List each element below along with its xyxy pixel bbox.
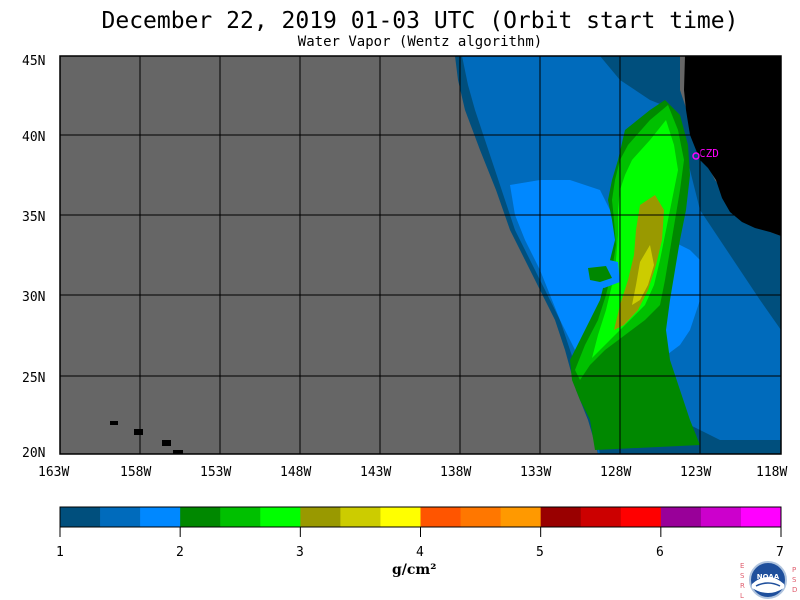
hawaii-island-1 [110, 421, 118, 425]
latitude-labels: 45N 40N 35N 30N 25N 20N [22, 54, 45, 461]
logo-letter-p: P [792, 566, 797, 574]
colorbar-swatch-16 [660, 507, 702, 527]
colorbar-ticks [59, 527, 782, 537]
noaa-emblem-text: NOAA [757, 573, 780, 581]
colorbar-swatch-8 [340, 507, 381, 527]
lon-label-153w: 153W [200, 465, 231, 480]
hawaii-island-3 [162, 440, 171, 446]
lat-label-40n: 40N [22, 130, 45, 145]
colorbar-tick-6: 6 [656, 545, 664, 560]
colorbar-units: g/cm² [392, 562, 437, 578]
colorbar-swatch-6 [260, 507, 301, 527]
vapor-band-bright-green [592, 120, 678, 358]
colorbar-swatch-18 [740, 507, 782, 527]
lon-label-148w: 148W [280, 465, 311, 480]
colorbar-swatch-1 [60, 507, 101, 527]
lat-label-20n: 20N [22, 446, 45, 461]
colorbar-swatch-11 [460, 507, 502, 527]
station-label: CZD [699, 147, 719, 160]
lon-label-123w: 123W [680, 465, 711, 480]
lon-label-118w: 118W [756, 465, 787, 480]
lon-label-138w: 138W [440, 465, 471, 480]
logo-letter-s: S [740, 572, 745, 580]
map-border [59, 55, 782, 455]
logo-letter-l: L [740, 592, 744, 600]
logo-letter-e: E [740, 562, 745, 570]
vapor-band-yellow-olive [632, 245, 654, 305]
graticule [60, 56, 781, 454]
noaa-emblem-icon: NOAA [749, 561, 787, 599]
colorbar-swatch-5 [220, 507, 261, 527]
longitude-labels: 163W 158W 153W 148W 143W 138W 133W 128W … [38, 465, 787, 480]
colorbar-tick-5: 5 [536, 545, 544, 560]
colorbar-tick-4: 4 [416, 545, 424, 560]
lat-label-35n: 35N [22, 210, 45, 225]
map-title: December 22, 2019 01-03 UTC (Orbit start… [101, 8, 739, 34]
colorbar-tick-7: 7 [776, 545, 784, 560]
colorbar-tick-2: 2 [176, 545, 184, 560]
colorbar-swatch-7 [300, 507, 341, 527]
vapor-band-olive [614, 195, 664, 330]
colorbar-swatch-4 [180, 507, 221, 527]
colorbar-tick-3: 3 [296, 545, 304, 560]
lon-label-143w: 143W [360, 465, 391, 480]
logo-letter-s2: S [792, 576, 797, 584]
hawaii-island-2 [134, 429, 143, 435]
lon-label-163w: 163W [38, 465, 69, 480]
lat-label-30n: 30N [22, 290, 45, 305]
colorbar-swatch-12 [500, 507, 542, 527]
lat-label-25n: 25N [22, 371, 45, 386]
colorbar-swatches [60, 507, 782, 527]
colorbar-swatch-10 [420, 507, 462, 527]
hawaii-island-4 [173, 450, 183, 454]
noaa-esrl-psd-logo: E S R L NOAA P S D [736, 560, 800, 600]
vapor-patch-green [588, 266, 612, 282]
lon-label-128w: 128W [600, 465, 631, 480]
logo-letter-d: D [792, 586, 798, 594]
north-america-landmass [684, 56, 781, 236]
map-subtitle: Water Vapor (Wentz algorithm) [297, 34, 543, 50]
colorbar-swatch-3 [140, 507, 181, 527]
colorbar-swatch-9 [380, 507, 421, 527]
lat-label-45n: 45N [22, 54, 45, 69]
colorbar-swatch-13 [540, 507, 582, 527]
colorbar-swatch-2 [100, 507, 141, 527]
station-marker [692, 152, 700, 160]
colorbar-swatch-15 [620, 507, 662, 527]
lon-label-158w: 158W [120, 465, 151, 480]
colorbar: 1 2 3 4 5 6 7 [56, 506, 784, 560]
logo-letter-r: R [740, 582, 745, 590]
lon-label-133w: 133W [520, 465, 551, 480]
colorbar-tick-1: 1 [56, 545, 64, 560]
map-panel: CZD [59, 55, 782, 455]
colorbar-swatch-14 [580, 507, 622, 527]
colorbar-swatch-17 [700, 507, 742, 527]
